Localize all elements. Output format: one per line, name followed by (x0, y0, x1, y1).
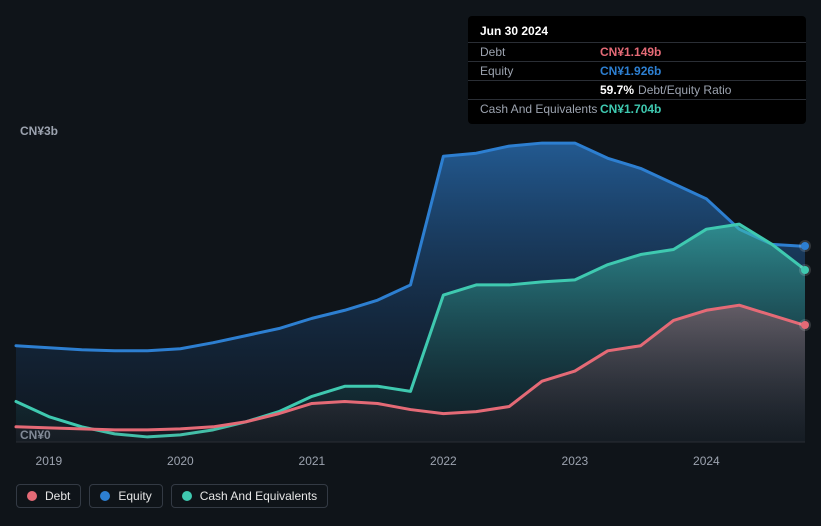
x-axis-label: 2023 (562, 454, 589, 468)
end-marker-equity (801, 242, 809, 250)
chart-container: Jun 30 2024 DebtCN¥1.149bEquityCN¥1.926b… (0, 0, 821, 526)
x-axis-label: 2020 (167, 454, 194, 468)
legend-item-equity[interactable]: Equity (89, 484, 162, 508)
x-axis-label: 2022 (430, 454, 457, 468)
chart-legend: Debt Equity Cash And Equivalents (16, 484, 328, 508)
legend-dot (27, 491, 37, 501)
x-axis-label: 2019 (36, 454, 63, 468)
legend-label: Debt (45, 489, 70, 503)
end-marker-debt (801, 321, 809, 329)
legend-item-cash-and-equivalents[interactable]: Cash And Equivalents (171, 484, 328, 508)
legend-dot (182, 491, 192, 501)
x-axis-label: 2024 (693, 454, 720, 468)
area-chart (0, 0, 821, 526)
legend-label: Equity (118, 489, 151, 503)
legend-label: Cash And Equivalents (200, 489, 317, 503)
legend-dot (100, 491, 110, 501)
legend-item-debt[interactable]: Debt (16, 484, 81, 508)
end-marker-cash (801, 266, 809, 274)
x-axis-label: 2021 (299, 454, 326, 468)
